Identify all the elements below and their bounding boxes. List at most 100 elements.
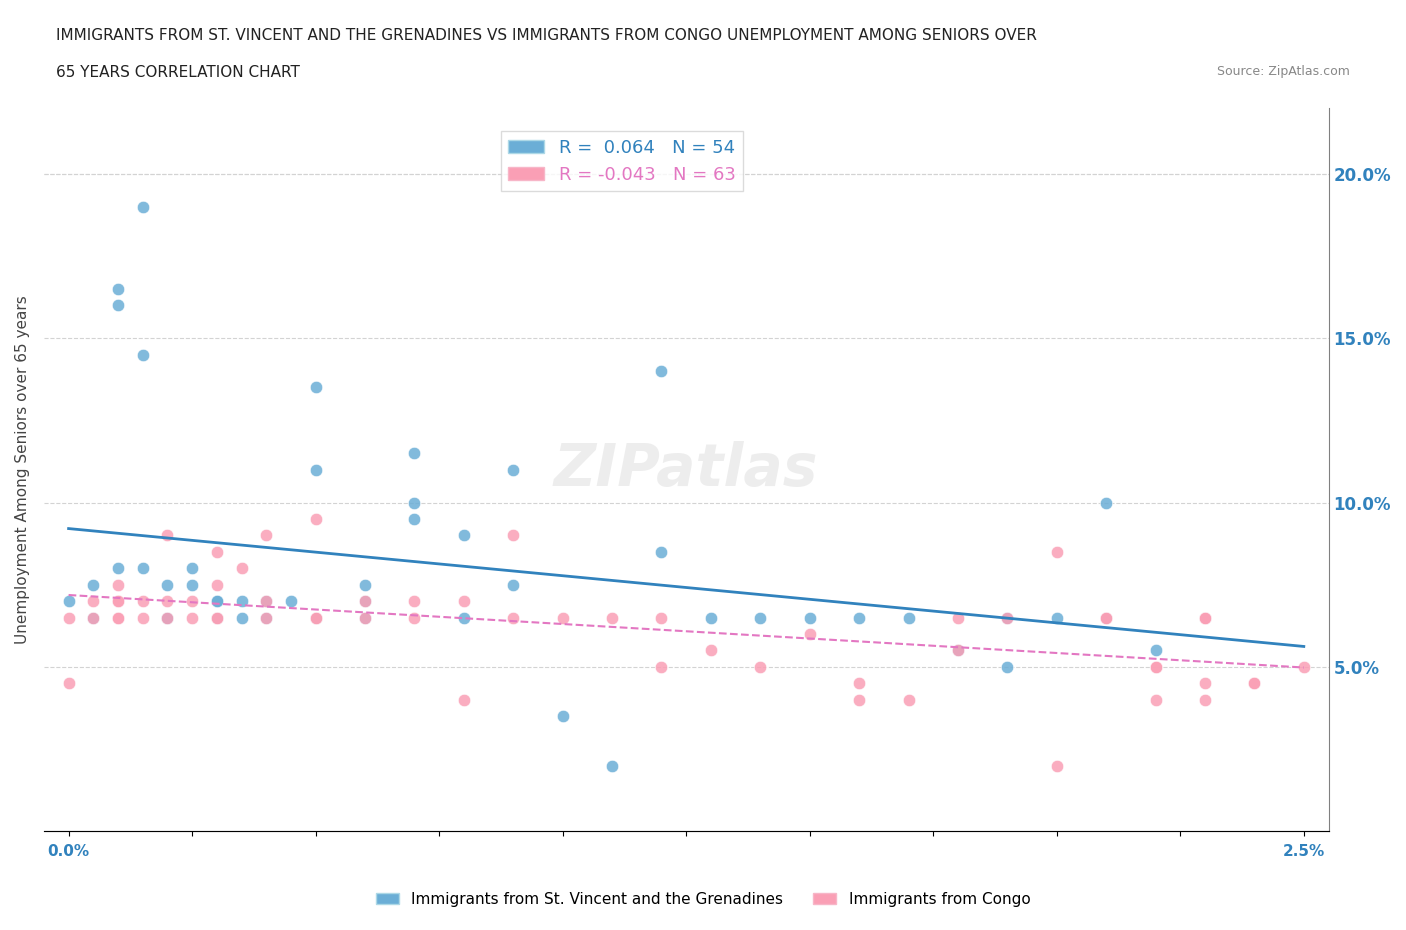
Point: [1243, 676, 1265, 691]
Point: [181, 561, 204, 576]
Point: [1194, 610, 1216, 625]
Point: [156, 610, 179, 625]
Point: [1144, 659, 1167, 674]
Point: [1095, 495, 1118, 510]
Text: 2.5%: 2.5%: [1282, 844, 1324, 859]
Point: [254, 610, 277, 625]
Point: [107, 578, 129, 592]
Point: [995, 659, 1018, 674]
Text: ZIPatlas: ZIPatlas: [554, 441, 818, 498]
Point: [156, 610, 179, 625]
Point: [107, 298, 129, 312]
Point: [254, 528, 277, 543]
Point: [1144, 643, 1167, 658]
Point: [131, 561, 153, 576]
Point: [354, 578, 377, 592]
Point: [650, 544, 672, 559]
Text: Source: ZipAtlas.com: Source: ZipAtlas.com: [1216, 65, 1350, 78]
Point: [502, 528, 524, 543]
Point: [58, 676, 80, 691]
Point: [749, 610, 772, 625]
Point: [502, 462, 524, 477]
Point: [131, 593, 153, 608]
Point: [354, 593, 377, 608]
Point: [848, 676, 870, 691]
Point: [600, 758, 623, 773]
Point: [354, 610, 377, 625]
Text: IMMIGRANTS FROM ST. VINCENT AND THE GRENADINES VS IMMIGRANTS FROM CONGO UNEMPLOY: IMMIGRANTS FROM ST. VINCENT AND THE GREN…: [56, 28, 1038, 43]
Point: [1194, 610, 1216, 625]
Point: [181, 593, 204, 608]
Point: [205, 610, 228, 625]
Point: [848, 692, 870, 707]
Point: [231, 561, 253, 576]
Point: [749, 659, 772, 674]
Point: [156, 593, 179, 608]
Point: [205, 610, 228, 625]
Point: [304, 380, 326, 395]
Point: [600, 610, 623, 625]
Point: [453, 610, 475, 625]
Point: [404, 610, 426, 625]
Point: [1194, 610, 1216, 625]
Point: [1046, 758, 1069, 773]
Point: [551, 610, 574, 625]
Point: [1095, 610, 1118, 625]
Point: [453, 692, 475, 707]
Point: [205, 544, 228, 559]
Point: [58, 610, 80, 625]
Point: [453, 528, 475, 543]
Point: [1243, 676, 1265, 691]
Point: [304, 462, 326, 477]
Point: [231, 593, 253, 608]
Point: [205, 610, 228, 625]
Point: [799, 627, 821, 642]
Point: [205, 610, 228, 625]
Point: [700, 610, 723, 625]
Point: [131, 199, 153, 214]
Point: [156, 578, 179, 592]
Point: [304, 610, 326, 625]
Point: [946, 643, 969, 658]
Point: [1194, 610, 1216, 625]
Point: [848, 610, 870, 625]
Point: [650, 610, 672, 625]
Point: [799, 610, 821, 625]
Point: [1046, 544, 1069, 559]
Point: [254, 593, 277, 608]
Point: [205, 593, 228, 608]
Point: [304, 610, 326, 625]
Point: [650, 659, 672, 674]
Point: [502, 610, 524, 625]
Point: [453, 593, 475, 608]
Point: [946, 610, 969, 625]
Point: [404, 512, 426, 526]
Point: [107, 561, 129, 576]
Point: [650, 364, 672, 379]
Point: [280, 593, 302, 608]
Point: [82, 610, 104, 625]
Point: [107, 593, 129, 608]
Point: [156, 610, 179, 625]
Point: [502, 578, 524, 592]
Point: [156, 528, 179, 543]
Point: [897, 692, 920, 707]
Point: [58, 593, 80, 608]
Point: [107, 593, 129, 608]
Point: [995, 610, 1018, 625]
Point: [231, 610, 253, 625]
Point: [254, 593, 277, 608]
Point: [700, 643, 723, 658]
Point: [1144, 659, 1167, 674]
Point: [897, 610, 920, 625]
Point: [995, 610, 1018, 625]
Point: [107, 610, 129, 625]
Point: [404, 445, 426, 460]
Point: [131, 347, 153, 362]
Point: [304, 610, 326, 625]
Point: [82, 578, 104, 592]
Point: [1144, 692, 1167, 707]
Point: [82, 593, 104, 608]
Point: [205, 578, 228, 592]
Y-axis label: Unemployment Among Seniors over 65 years: Unemployment Among Seniors over 65 years: [15, 296, 30, 644]
